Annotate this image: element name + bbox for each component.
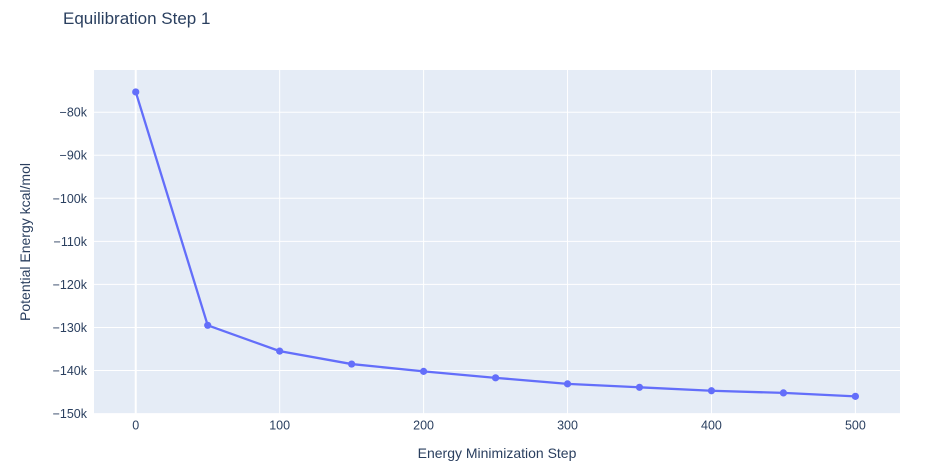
- y-tick-label: −140k: [53, 364, 88, 378]
- x-axis-title: Energy Minimization Step: [418, 445, 577, 461]
- y-tick-label: −120k: [53, 278, 88, 292]
- chart-title: Equilibration Step 1: [63, 9, 211, 28]
- y-tick-label: −80k: [60, 106, 88, 120]
- x-tick-label: 0: [132, 419, 139, 433]
- data-point[interactable]: [132, 88, 140, 96]
- y-tick-label: −100k: [53, 192, 88, 206]
- y-tick-label: −150k: [53, 407, 88, 421]
- y-tick-label: −90k: [60, 149, 88, 163]
- x-tick-label: 200: [413, 419, 434, 433]
- data-point[interactable]: [276, 347, 284, 355]
- data-point[interactable]: [563, 380, 572, 388]
- plot-area[interactable]: [94, 70, 900, 414]
- data-point[interactable]: [348, 360, 356, 368]
- x-tick-label: 500: [845, 419, 866, 433]
- data-point[interactable]: [779, 389, 788, 397]
- x-tick-label: 100: [269, 419, 290, 433]
- data-point[interactable]: [204, 321, 212, 329]
- data-point[interactable]: [491, 374, 500, 382]
- y-tick-label: −110k: [54, 235, 88, 249]
- data-point[interactable]: [635, 383, 644, 391]
- data-point[interactable]: [707, 387, 716, 395]
- x-tick-label: 400: [701, 419, 722, 433]
- x-tick-label: 300: [557, 419, 578, 433]
- data-point[interactable]: [419, 367, 428, 375]
- y-axis-title: Potential Energy kcal/mol: [17, 163, 33, 321]
- data-point[interactable]: [851, 392, 859, 400]
- plot-layers: −150k −140k −130k −120k −110k −100k −90k −80k 0 1…: [53, 70, 900, 433]
- y-tick-label: −130k: [53, 321, 88, 335]
